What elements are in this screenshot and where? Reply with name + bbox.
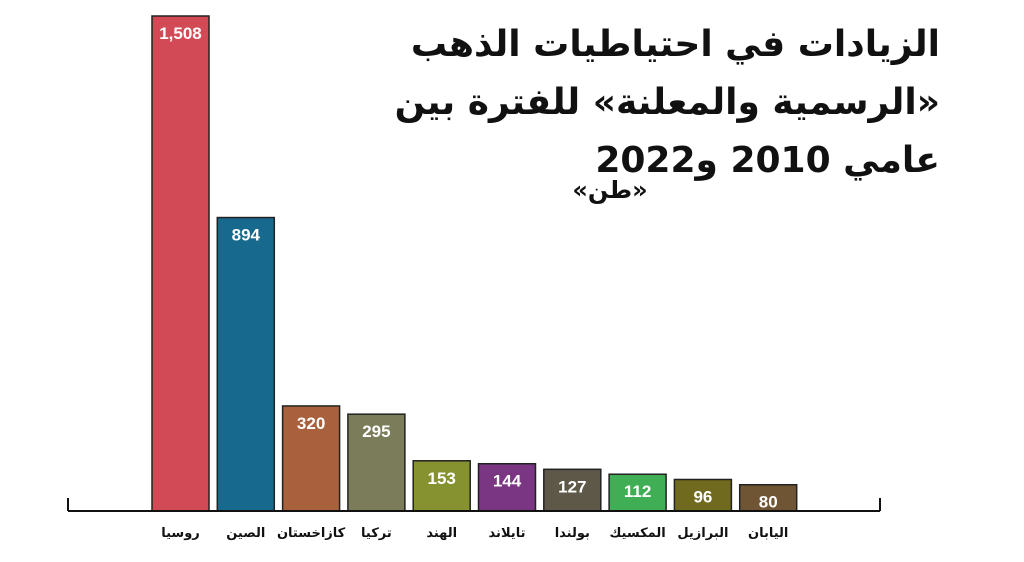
chart-unit-label: «طن» [572, 176, 648, 204]
category-label: الصين [226, 526, 265, 541]
bar-value-label: 153 [428, 469, 456, 488]
bar [673, 478, 733, 512]
bar [347, 413, 406, 512]
bar-value-label: 295 [362, 422, 390, 441]
bar [477, 462, 537, 512]
bar [151, 15, 210, 512]
bar-value-label: 127 [558, 477, 586, 496]
bar [281, 405, 341, 512]
bar-value-label: 1,508 [159, 24, 202, 43]
bar-value-label: 894 [232, 226, 261, 245]
category-label: تايلاند [489, 526, 526, 541]
category-label: بولندا [555, 526, 590, 541]
category-label: الهند [426, 526, 457, 541]
category-label: المكسيك [609, 526, 665, 541]
category-label: روسيا [161, 526, 200, 541]
bar [216, 216, 276, 512]
chart-title: الزيادات في احتياطيات الذهب «الرسمية وال… [394, 24, 940, 181]
bar-value-label: 112 [624, 482, 651, 501]
bar-value-label: 320 [297, 414, 325, 433]
category-label: اليابان [748, 526, 788, 541]
category-label: تركيا [361, 526, 392, 541]
bar [543, 468, 602, 512]
category-label: البرازيل [677, 526, 728, 541]
bar-value-label: 80 [759, 493, 778, 512]
bar-value-label: 96 [693, 487, 712, 506]
bar [412, 460, 471, 512]
category-label: كازاخستان [277, 526, 346, 541]
bar-value-label: 144 [493, 472, 522, 491]
